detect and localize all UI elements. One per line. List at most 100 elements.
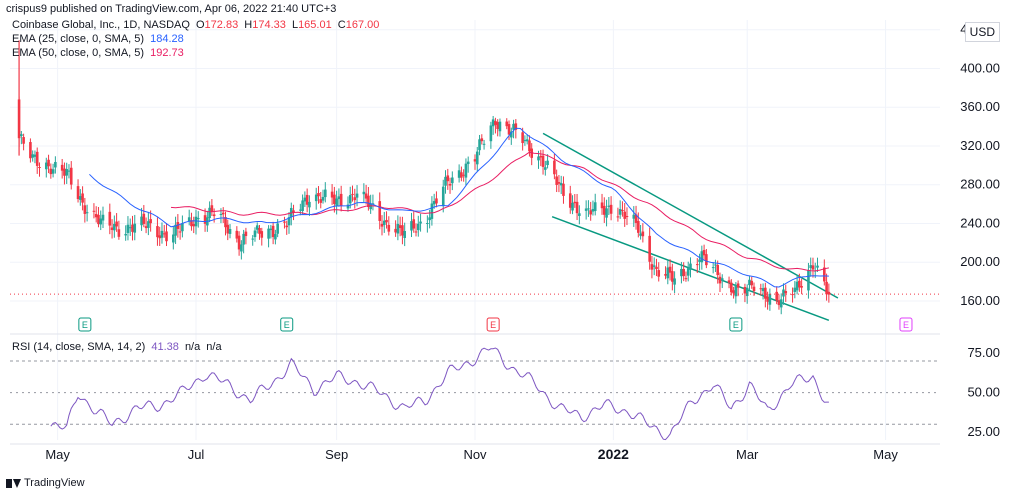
earnings-marker: E [280,317,294,332]
earnings-badge [280,317,294,332]
candle-body [221,212,225,215]
candle-body [432,201,436,205]
candle [671,263,674,291]
low-value: 165.01 [298,19,332,31]
candle-body [255,225,259,230]
candle [260,227,264,246]
candle-body [348,195,352,204]
ema25-legend[interactable]: EMA (25, close, 0, SMA, 5) 184.28 [12,33,187,46]
candle [396,215,400,241]
candle-body [711,267,715,269]
candle-body [555,176,558,185]
candle [435,191,438,208]
candle [720,274,724,289]
candle [541,149,545,175]
candle-body [292,210,295,213]
candle-body [730,282,733,293]
candle [362,183,366,203]
candle [403,222,406,247]
earnings-letter: E [903,320,909,330]
candle-body [317,192,320,197]
candle-body [276,223,279,234]
candle-body [759,288,763,290]
candle-body [190,220,193,227]
candle-body [460,172,463,178]
candle-body [85,212,89,214]
candle [528,135,531,157]
candle-body [482,143,486,145]
candle-body [718,276,722,284]
candle [79,189,82,206]
candle-body [616,216,620,218]
candle [60,158,64,179]
candle-body [260,231,264,238]
candle-body [419,221,422,224]
candle-body [623,211,627,219]
candle-body [308,201,311,208]
candle-body [605,208,608,218]
candle [158,226,162,246]
candle-body [523,140,527,142]
price-axis[interactable]: 160.00 200.00 240.00 280.00 320.00 360.00 400.… [960,22,1000,439]
candle-body [816,265,819,268]
candle-body [126,224,130,233]
candle-body [224,217,227,228]
candle-body [684,278,688,280]
candle [301,194,304,215]
candle [92,203,96,219]
rsi-legend[interactable]: RSI (14, close, SMA, 14, 2) 41.38 n/a n/… [12,341,225,354]
candle-body [748,279,751,286]
candle [187,209,191,226]
candle-body [299,209,302,211]
candle-body [362,191,366,195]
open-label: O [195,19,205,31]
candle-body [498,121,502,132]
candle [289,202,293,226]
candle-body [634,214,638,223]
candle-body [648,235,651,262]
candle [124,225,127,241]
candle [512,119,515,139]
candle-body [319,199,323,203]
candle-body [743,286,747,294]
ema50-path [170,151,829,272]
candle [126,216,130,241]
candle-body [253,230,257,238]
candle [319,192,323,209]
candle-body [571,202,574,211]
candle-body [131,224,134,232]
candle [680,261,683,284]
candle [496,119,499,137]
candle-body [208,207,211,219]
candle-body [219,213,223,215]
candle [110,219,114,239]
time-axis[interactable]: May Jul Sep Nov 2022 Mar May [45,446,898,462]
time-tick-label: Jul [188,447,205,462]
candle [457,164,461,183]
candle-body [67,170,71,172]
candle-body [507,124,511,135]
candle [779,293,783,315]
candle [686,261,690,282]
candle-body [401,225,404,236]
currency-badge[interactable]: USD [964,22,1000,42]
candle [67,164,71,179]
candle-body [271,225,275,238]
candle-body [203,215,207,224]
candle-body [92,210,96,212]
earnings-marker: E [899,317,913,332]
candle [446,168,450,190]
candle [378,192,382,230]
time-tick-label: Sep [325,447,348,462]
candle [271,221,275,245]
candle-body [673,278,676,285]
ema50-legend[interactable]: EMA (50, close, 0, SMA, 5) 192.73 [12,47,187,60]
candle-body [51,169,55,174]
candle [460,166,463,182]
candle-body [242,233,245,245]
candle-body [289,207,293,217]
candle-body [462,174,465,176]
candle [49,163,53,179]
candle [546,154,549,169]
